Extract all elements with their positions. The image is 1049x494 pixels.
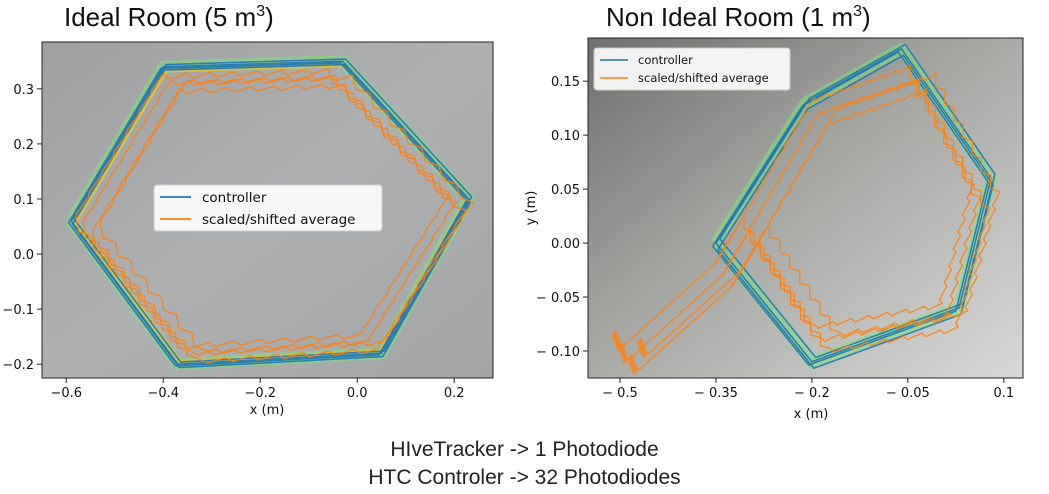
series-average-pass-2 [75, 67, 451, 350]
caption-line-2: HTC Controler -> 32 Photodiodes [368, 466, 681, 489]
axis-ticks: −0.6 −0.4 −0.2 0.0 0.2 −0.2 −0.1 0.0 0.1 0.2 0.3 [2, 83, 464, 401]
series-controller-pass-0 [70, 60, 470, 366]
y-axis-label: y (m) [524, 191, 539, 226]
y-tick-label: 0.00 [551, 237, 580, 252]
x-axis-label: x (m) [250, 403, 285, 418]
axis-ticks: − 0.5 − 0.35 − 0.2 − 0.05 0.1 − 0.10 − 0.05 0.0… [536, 75, 1014, 401]
x-tick-label: − 0.2 [794, 386, 830, 401]
legend-label-average: scaled/shifted average [202, 212, 355, 228]
plot-area [65, 55, 475, 371]
non-ideal-room-chart: Non Ideal Room (1 m3) − 0.5− 0.35− 0.2− … [524, 2, 1024, 422]
y-tick-label: 0.10 [551, 129, 580, 144]
y-tick-label: 0.1 [13, 193, 34, 208]
series-controller-pass-2 [67, 62, 468, 367]
x-tick-label: − 0.35 [694, 386, 738, 401]
series-average-pass-1 [626, 88, 992, 375]
series-controller-pass-1 [719, 43, 996, 359]
y-tick-label: 0.05 [551, 183, 580, 198]
x-tick-label: 0.2 [444, 386, 465, 401]
chart-title: Non Ideal Room (1 m3) [606, 2, 871, 32]
y-tick-label: 0.15 [551, 75, 580, 90]
y-tick-label: 0.2 [13, 138, 34, 153]
series-average-pass-3 [99, 74, 475, 356]
legend-box [593, 47, 791, 91]
y-tick-label: 0.0 [13, 248, 34, 263]
legend-label-controller: controller [202, 190, 267, 206]
ideal-room-chart: Ideal Room (5 m3) −0.6 −0.4 −0.2 0.0 0.2 −0.2… [2, 2, 494, 418]
x-tick-label: 0.1 [993, 386, 1014, 401]
x-tick-label: −0.4 [147, 386, 179, 401]
x-tick-label: −0.6 [50, 386, 82, 401]
legend-box [153, 184, 383, 232]
series-average-pass-0 [617, 77, 982, 364]
y-tick-label: 0.3 [13, 83, 34, 98]
series-controller-pass-3 [71, 63, 472, 369]
series-average-pass-0 [82, 74, 458, 356]
series-average-pass-1 [92, 82, 468, 364]
legend: controller scaled/shifted average [153, 184, 383, 232]
legend-label-controller: controller [638, 53, 693, 67]
plot-frame [587, 37, 1024, 379]
x-tick-label: 0.0 [347, 386, 368, 401]
x-tick-label: −0.2 [244, 386, 276, 401]
plot-frame [41, 41, 494, 379]
x-tick-label: − 0.05 [886, 386, 930, 401]
x-axis-label: x (m) [794, 407, 829, 422]
y-tick-label: −0.2 [2, 358, 34, 373]
y-tick-label: − 0.05 [536, 291, 580, 306]
legend: controller scaled/shifted average [593, 47, 791, 91]
chart-title: Ideal Room (5 m3) [64, 2, 274, 32]
series-controller-pass-2 [712, 51, 989, 366]
series-average-pass-3 [636, 72, 1001, 359]
plot-area [610, 42, 1001, 375]
y-tick-label: −0.1 [2, 303, 34, 318]
series-controller-pass-1 [73, 58, 473, 363]
caption-line-1: HIveTracker -> 1 Photodiode [390, 438, 659, 461]
legend-label-average: scaled/shifted average [638, 71, 769, 85]
x-tick-label: − 0.5 [602, 386, 638, 401]
y-tick-label: − 0.10 [536, 345, 580, 360]
series-controller-pass-3 [717, 54, 994, 370]
series-average-pass-2 [610, 64, 976, 351]
